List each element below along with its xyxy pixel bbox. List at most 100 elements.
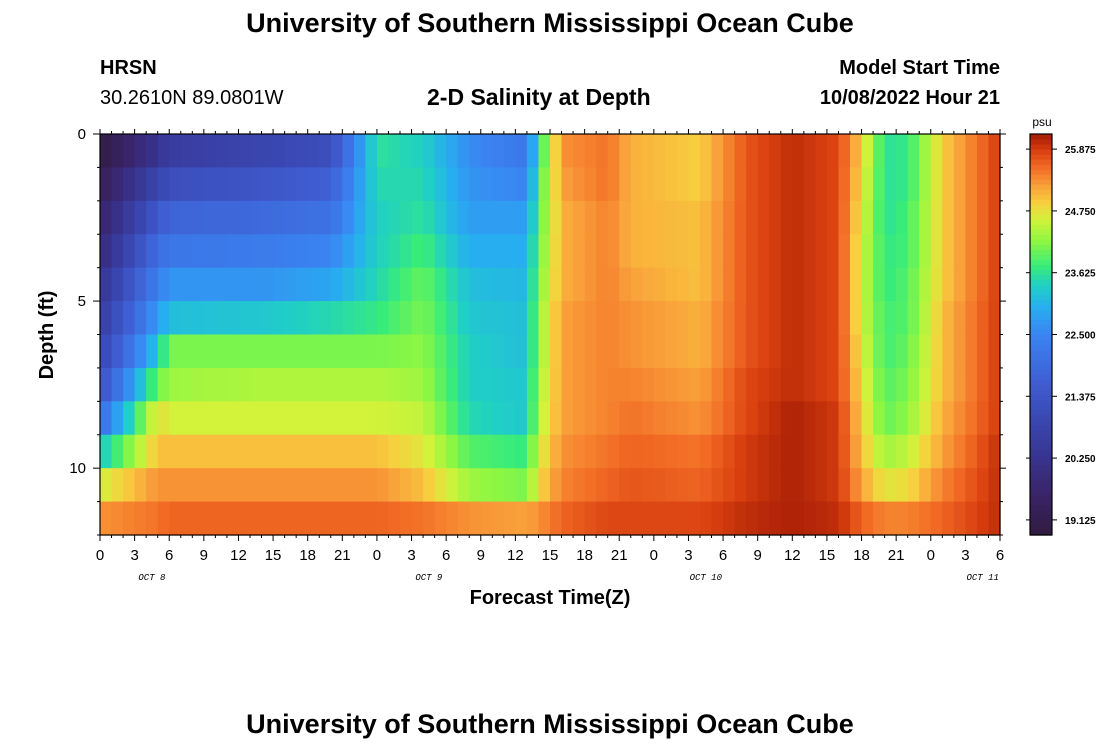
x-tick-label: 12 [507, 547, 524, 564]
heatmap-cell [769, 501, 782, 536]
heatmap-cell [907, 134, 920, 169]
heatmap-cell [919, 468, 932, 503]
heatmap-cell [746, 334, 759, 369]
heatmap-cell [930, 334, 943, 369]
heatmap-cell [434, 301, 447, 336]
heatmap-cell [550, 501, 563, 536]
heatmap-cell [769, 468, 782, 503]
heatmap-cell [330, 434, 343, 469]
heatmap-cell [826, 468, 840, 503]
heatmap-cell [169, 200, 182, 235]
heatmap-cell [803, 501, 816, 536]
heatmap-cell [619, 434, 632, 469]
heatmap-cell [238, 367, 251, 402]
heatmap-cell [630, 367, 643, 402]
heatmap-cell [111, 367, 124, 402]
model-start-label: Model Start Time [839, 57, 1000, 79]
heatmap-cell [261, 134, 274, 169]
heatmap-cell [873, 234, 886, 269]
heatmap-cell [330, 234, 343, 269]
colorbar-segment [1030, 419, 1052, 426]
heatmap-cell [550, 367, 563, 402]
heatmap-cell [480, 134, 493, 169]
colorbar-segment [1030, 369, 1052, 376]
heatmap-cell [226, 134, 240, 169]
heatmap-cell [146, 468, 159, 503]
heatmap-cell [573, 200, 586, 235]
heatmap-cell [273, 234, 286, 269]
heatmap-cell [953, 334, 966, 369]
heatmap-cell [111, 167, 124, 202]
heatmap-cell [676, 334, 690, 369]
heatmap-cell [757, 334, 770, 369]
heatmap-cell [446, 434, 459, 469]
heatmap-cell [134, 200, 147, 235]
heatmap-cell [919, 200, 932, 235]
heatmap-cell [123, 501, 136, 536]
heatmap-cell [826, 334, 840, 369]
heatmap-cell [700, 200, 713, 235]
heatmap-cell [365, 468, 378, 503]
heatmap-cell [723, 200, 736, 235]
heatmap-cell [503, 434, 516, 469]
heatmap-cell [953, 468, 966, 503]
heatmap-cell [642, 468, 655, 503]
heatmap-cell [330, 501, 343, 536]
heatmap-cell [376, 267, 390, 302]
heatmap-cell [480, 267, 493, 302]
heatmap-cell [365, 501, 378, 536]
heatmap-cell [942, 267, 955, 302]
heatmap-cell [353, 200, 366, 235]
colorbar-segment [1030, 359, 1052, 366]
heatmap-cell [134, 134, 147, 169]
heatmap-cell [273, 468, 286, 503]
heatmap-cell [353, 334, 366, 369]
heatmap-cell [353, 434, 366, 469]
heatmap-cell [780, 200, 793, 235]
heatmap-cell [411, 200, 424, 235]
colorbar-tick-label: 22.500 [1065, 331, 1096, 342]
heatmap-cell [503, 401, 516, 436]
heatmap-cell [676, 401, 690, 436]
heatmap-cell [469, 401, 482, 436]
heatmap-cell [365, 134, 378, 169]
heatmap-cell [873, 301, 886, 336]
x-tick-label: 0 [927, 547, 935, 564]
heatmap-cell [215, 501, 228, 536]
x-tick-label: 18 [853, 547, 870, 564]
heatmap-cell [953, 367, 966, 402]
heatmap-cell [965, 468, 978, 503]
colorbar-segment [1030, 239, 1052, 245]
heatmap-cell [676, 434, 690, 469]
heatmap-cell [192, 468, 205, 503]
colorbar-segment [1030, 334, 1052, 341]
heatmap-cell [296, 234, 309, 269]
heatmap-cell [619, 200, 632, 235]
colorbar-segment [1030, 234, 1052, 240]
heatmap-cell [157, 334, 170, 369]
heatmap-cell [803, 134, 816, 169]
heatmap-cell [561, 501, 574, 536]
heatmap-cell [261, 200, 274, 235]
x-tick-label: 9 [477, 547, 485, 564]
heatmap-cell [284, 334, 297, 369]
heatmap-cell [907, 434, 920, 469]
heatmap-cell [365, 434, 378, 469]
heatmap-cell [711, 401, 724, 436]
heatmap-cell [203, 468, 216, 503]
heatmap-cell [480, 468, 493, 503]
colorbar-segment [1030, 164, 1052, 170]
heatmap-cell [873, 401, 886, 436]
heatmap-cell [400, 401, 413, 436]
heatmap-cell [630, 267, 643, 302]
heatmap-cell [273, 334, 286, 369]
heatmap-cell [642, 434, 655, 469]
heatmap-cell [538, 501, 551, 536]
heatmap-cell [838, 468, 851, 503]
heatmap-cell [423, 234, 436, 269]
heatmap-cell [480, 234, 493, 269]
heatmap-cell [573, 167, 586, 202]
heatmap-cell [965, 134, 978, 169]
colorbar-segment [1030, 254, 1052, 260]
heatmap-cell [780, 501, 793, 536]
